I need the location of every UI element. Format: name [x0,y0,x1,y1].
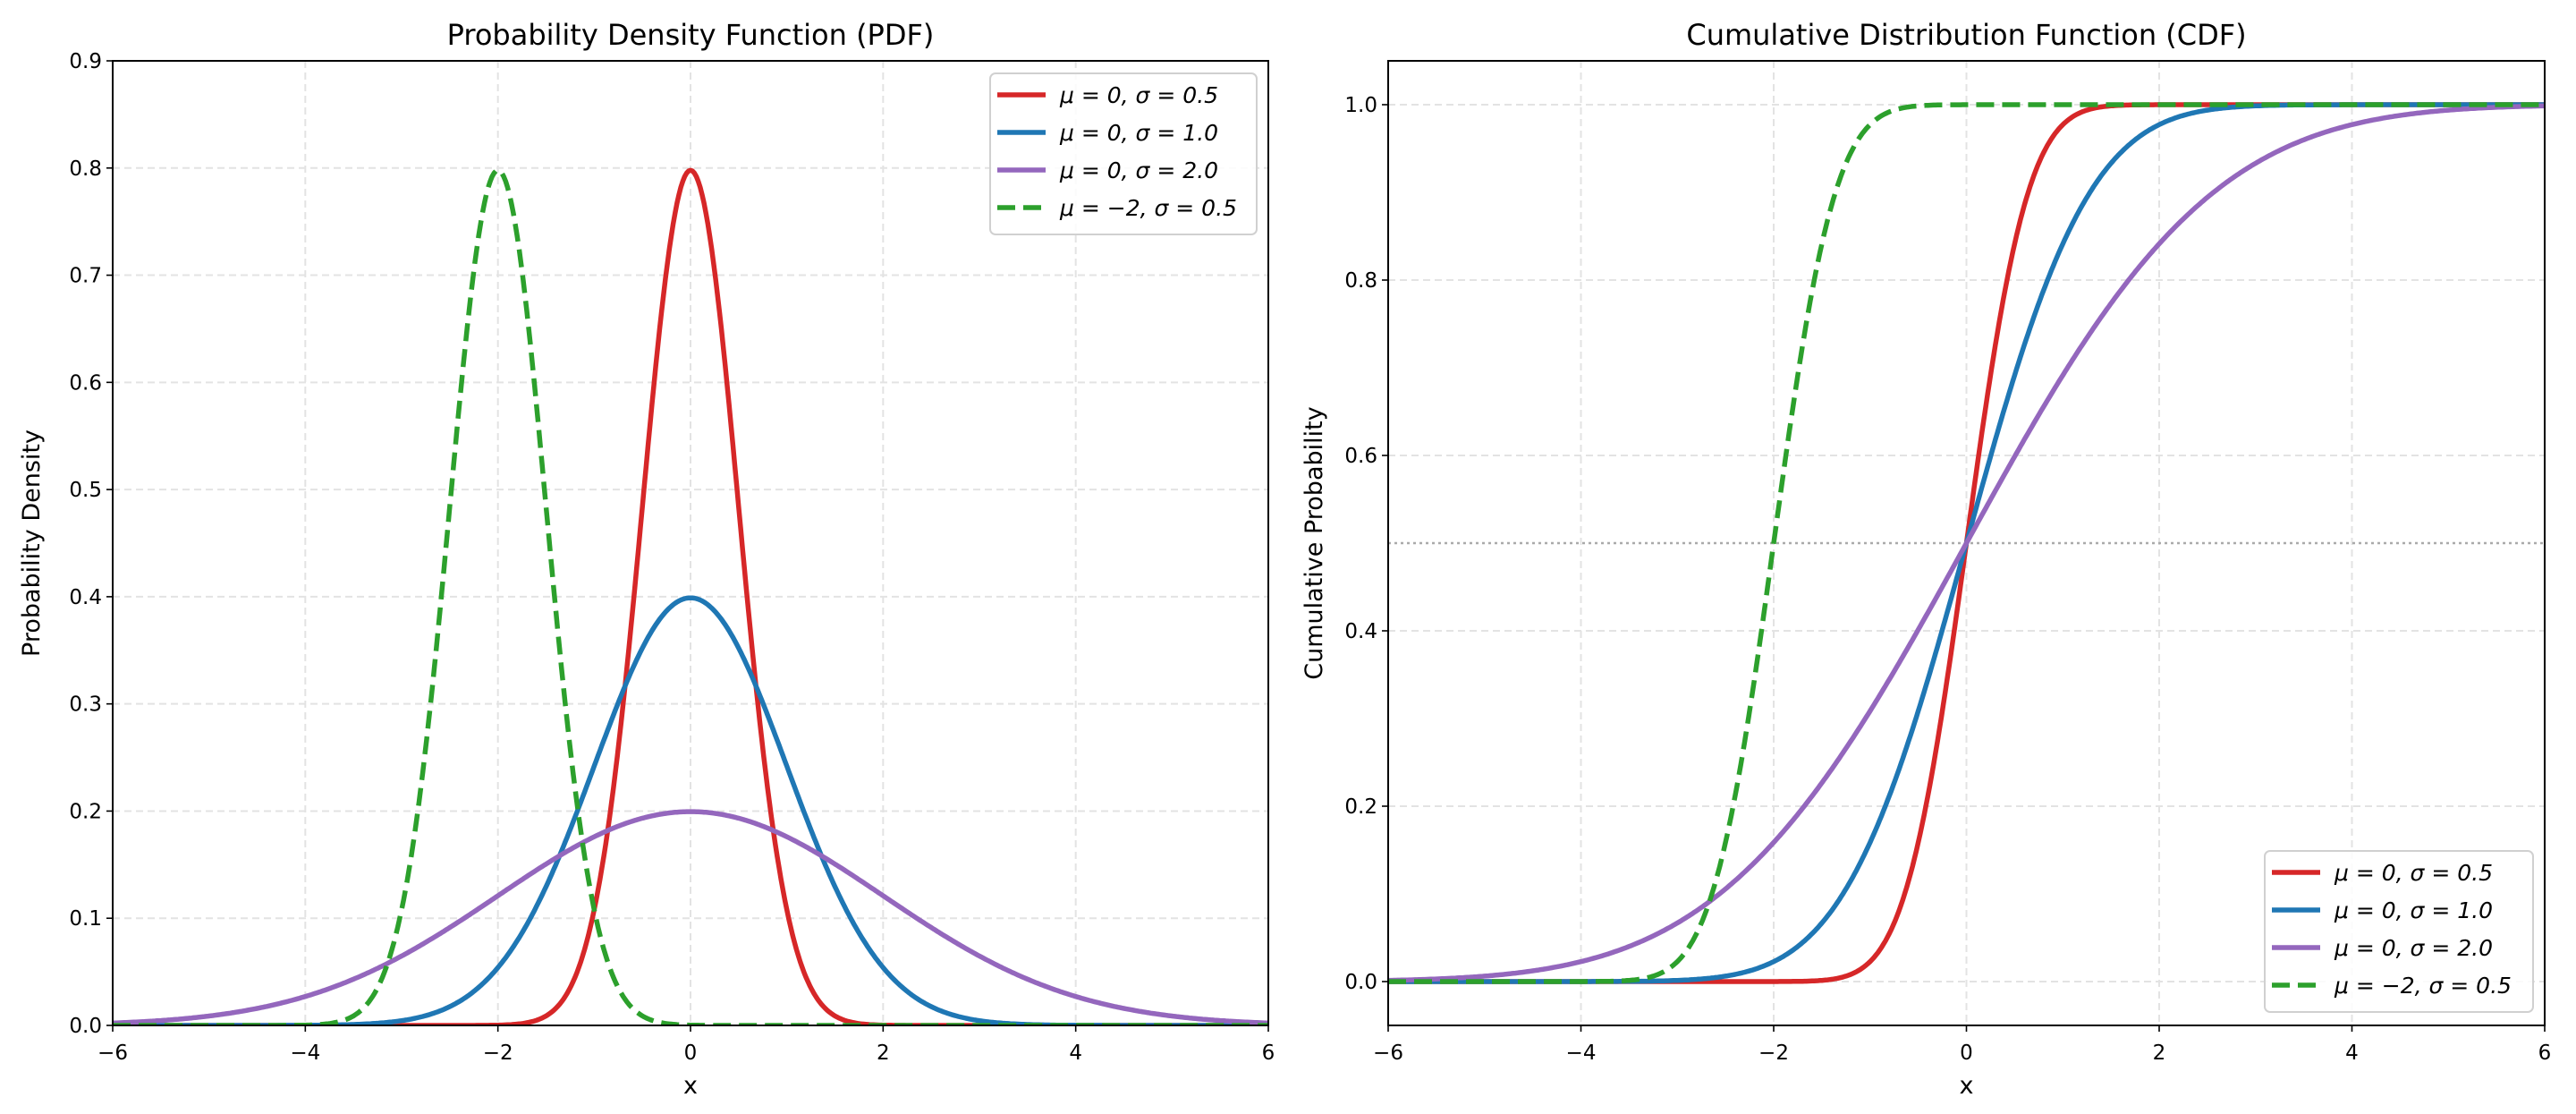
x-tick-label: 6 [1262,1042,1275,1065]
legend-box [2264,850,2534,1013]
x-tick-label: 0 [1960,1042,1973,1065]
legend-label-3: μ = 0, σ = 2.0 [1059,157,1218,183]
pdf-chart: −6 −4 −2 0 2 4 6 0.0 0.1 0.2 0.3 0.4 0.5 0.6 0.7 0.8 0.9… [18,18,1275,1100]
legend: μ = 0, σ = 0.5 μ = 0, σ = 1.0 μ = 0, σ = 2… [2264,850,2534,1013]
series-line-3 [1388,103,2545,983]
legend-label-1: μ = 0, σ = 0.5 [2334,860,2493,886]
legend-label-3: μ = 0, σ = 2.0 [2334,935,2493,961]
series-line-3 [113,809,1268,1025]
x-axis-label: x [683,1072,698,1100]
y-tick-label: 1.0 [1344,94,1377,117]
x-tick-label: 2 [2153,1042,2166,1065]
legend-label-4: μ = −2, σ = 0.5 [2334,973,2512,999]
x-tick-label: −2 [483,1042,513,1065]
chart-title: Probability Density Function (PDF) [447,18,935,52]
x-tick-label: −2 [1758,1042,1789,1065]
series-line-1 [113,167,1268,1025]
legend-label-4: μ = −2, σ = 0.5 [1059,195,1237,221]
y-tick-label: 0.0 [1344,971,1377,994]
y-tick-label: 0.6 [69,371,102,395]
y-tick-label: 0.4 [1344,620,1377,643]
y-axis-label: Cumulative Probability [1301,406,1328,679]
x-tick-label: −6 [97,1042,128,1065]
x-tick-label: −4 [290,1042,320,1065]
legend-label-2: μ = 0, σ = 1.0 [1059,120,1218,146]
y-tick-label: 0.4 [69,586,102,609]
x-tick-label: 2 [877,1042,890,1065]
y-tick-label: 0.2 [1344,795,1377,819]
y-tick-label: 0.8 [1344,269,1377,293]
y-tick-label: 0.6 [1344,445,1377,468]
y-tick-label: 0.9 [69,50,102,73]
y-tick-label: 0.2 [69,800,102,823]
legend-label-2: μ = 0, σ = 1.0 [2334,897,2493,923]
y-tick-label: 0.8 [69,157,102,181]
legend-box [989,72,1258,235]
legend: μ = 0, σ = 0.5 μ = 0, σ = 1.0 μ = 0, σ = 2… [989,72,1258,235]
x-tick-label: 6 [2538,1042,2552,1065]
axes-frame [1387,60,2546,1026]
y-tick-label: 0.5 [69,479,102,502]
y-tick-label: 0.3 [69,693,102,717]
x-axis-label: x [1960,1072,1974,1100]
x-tick-label: 4 [1069,1042,1082,1065]
axes-frame [112,60,1269,1026]
chart-title: Cumulative Distribution Function (CDF) [1686,18,2246,52]
y-axis-label: Probability Density [18,429,46,657]
x-tick-label: 4 [2345,1042,2359,1065]
y-tick-label: 0.7 [69,265,102,288]
x-tick-label: −6 [1373,1042,1403,1065]
x-tick-label: −4 [1566,1042,1597,1065]
y-tick-label: 0.1 [69,907,102,931]
cdf-chart: −6 −4 −2 0 2 4 6 0.0 0.2 0.4 0.6 0.8 1.0 Cumulative D… [1301,18,2551,1100]
y-tick-label: 0.0 [69,1015,102,1038]
series-line-4 [1388,102,2545,984]
legend-label-1: μ = 0, σ = 0.5 [1059,82,1218,108]
x-tick-label: 0 [684,1042,698,1065]
